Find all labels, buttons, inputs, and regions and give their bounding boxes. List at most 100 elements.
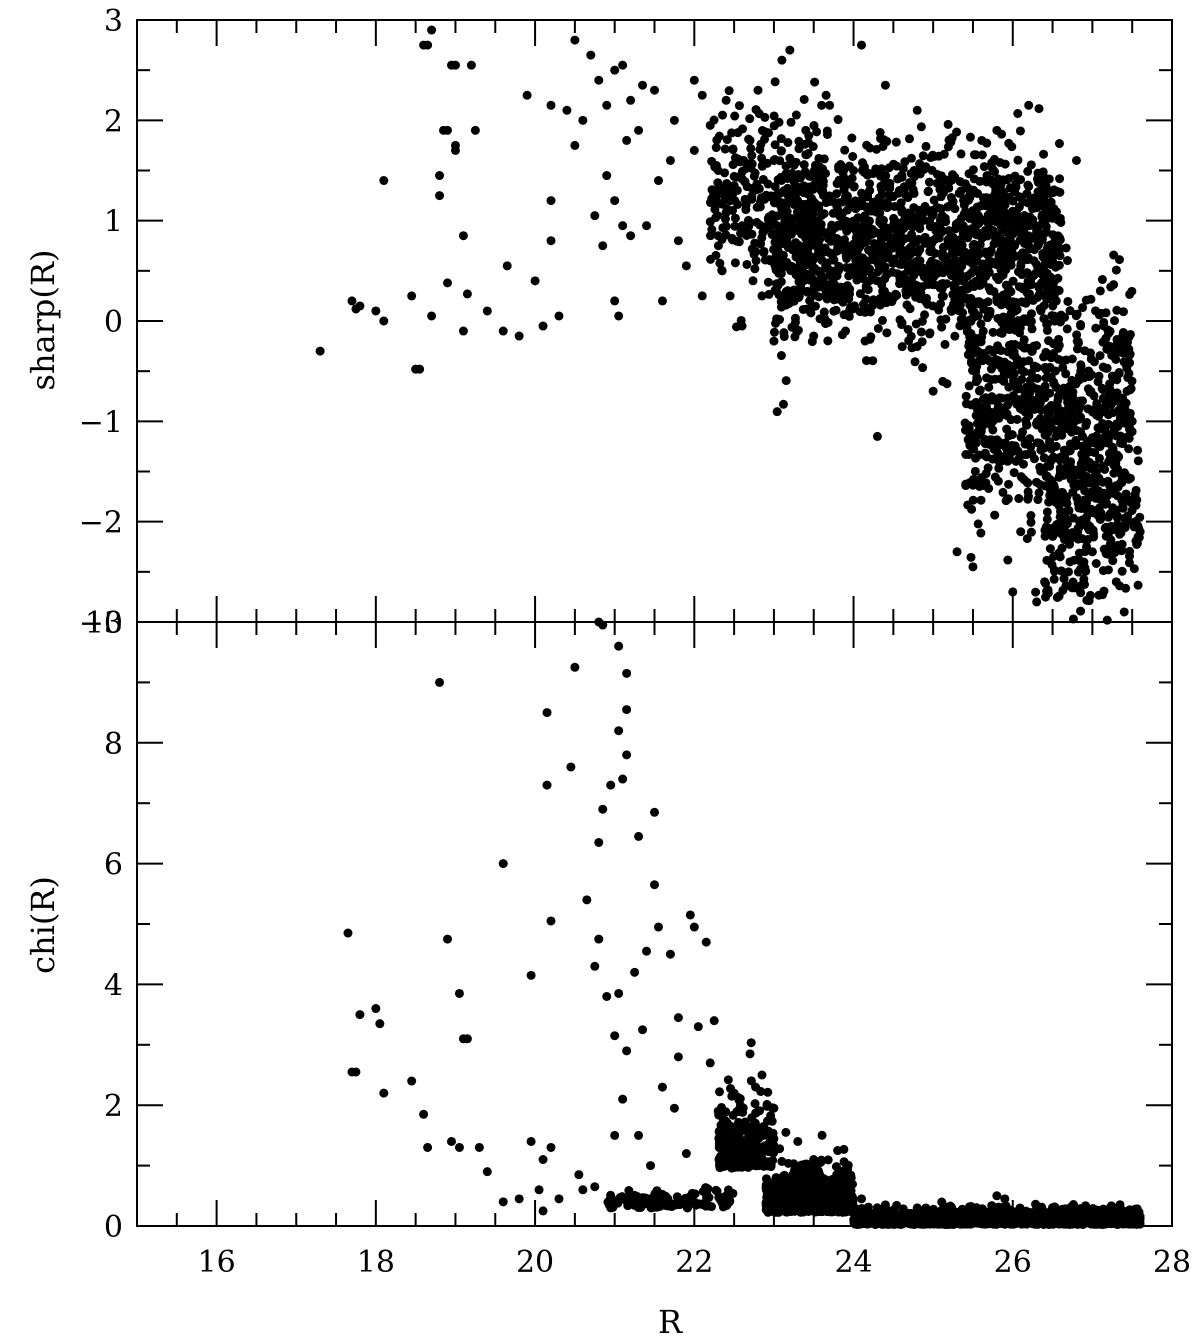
data-point xyxy=(846,263,856,273)
data-point xyxy=(1098,495,1108,505)
data-point xyxy=(1024,181,1034,191)
data-point xyxy=(964,381,974,391)
data-point xyxy=(379,316,389,326)
data-point xyxy=(371,306,381,316)
data-point xyxy=(570,662,580,672)
data-point xyxy=(1022,420,1032,430)
data-point xyxy=(757,1124,767,1134)
data-point xyxy=(665,155,675,165)
data-point xyxy=(1045,544,1055,554)
data-point xyxy=(751,1147,761,1157)
data-point xyxy=(673,1013,683,1023)
data-point xyxy=(769,111,779,121)
data-point xyxy=(1114,255,1124,265)
data-point xyxy=(981,272,991,282)
data-point xyxy=(764,255,774,265)
data-point xyxy=(1007,430,1017,440)
data-point xyxy=(968,495,978,505)
data-point xyxy=(992,1191,1002,1201)
data-point xyxy=(1032,224,1042,234)
data-point xyxy=(1061,355,1071,365)
data-point xyxy=(1087,370,1097,380)
data-point xyxy=(407,291,417,301)
data-point xyxy=(923,187,933,197)
data-point xyxy=(1059,574,1069,584)
data-point xyxy=(427,25,437,35)
data-point xyxy=(987,435,997,445)
data-point xyxy=(1074,503,1084,513)
data-point xyxy=(907,230,917,240)
data-point xyxy=(776,146,786,156)
data-point xyxy=(928,386,938,396)
data-point xyxy=(1009,468,1019,478)
data-point xyxy=(925,217,935,227)
data-point xyxy=(1044,174,1054,184)
data-point xyxy=(1098,337,1108,347)
data-point xyxy=(822,294,832,304)
data-point xyxy=(832,179,842,189)
data-point xyxy=(790,313,800,323)
data-point xyxy=(642,946,652,956)
data-point xyxy=(1106,521,1116,531)
data-point xyxy=(897,342,907,352)
data-point xyxy=(897,172,907,182)
data-point xyxy=(1037,278,1047,288)
data-point xyxy=(681,1149,691,1159)
data-point xyxy=(792,183,802,193)
data-point xyxy=(815,234,825,244)
data-point xyxy=(715,258,725,268)
data-point xyxy=(825,100,835,110)
data-point xyxy=(1119,607,1129,617)
data-point xyxy=(767,1188,777,1198)
data-point xyxy=(759,1141,769,1151)
data-point xyxy=(1034,104,1044,114)
data-point xyxy=(729,1137,739,1147)
data-point xyxy=(844,1185,854,1195)
data-point xyxy=(904,284,914,294)
data-point xyxy=(883,199,893,209)
data-point xyxy=(1118,503,1128,513)
data-point xyxy=(379,1088,389,1098)
data-point xyxy=(756,139,766,149)
data-point xyxy=(995,194,1005,204)
data-point xyxy=(642,221,652,231)
data-point xyxy=(836,295,846,305)
data-point xyxy=(707,194,717,204)
data-point xyxy=(784,214,794,224)
data-point xyxy=(1081,475,1091,485)
data-point xyxy=(1084,521,1094,531)
data-point xyxy=(1017,249,1027,259)
data-point xyxy=(796,264,806,274)
data-point xyxy=(435,171,445,181)
data-point xyxy=(466,60,476,70)
data-point xyxy=(943,119,953,129)
data-point xyxy=(765,1200,775,1210)
data-point xyxy=(1059,383,1069,393)
data-point xyxy=(718,110,728,120)
x-tick-label: 22 xyxy=(675,1245,713,1280)
data-point xyxy=(347,296,357,306)
data-point xyxy=(987,158,997,168)
data-point xyxy=(626,231,636,241)
data-point xyxy=(764,223,774,233)
data-point xyxy=(1109,460,1119,470)
data-point xyxy=(707,225,717,235)
data-point xyxy=(995,157,1005,167)
data-point xyxy=(861,281,871,291)
data-point xyxy=(1037,181,1047,191)
data-point xyxy=(1080,486,1090,496)
data-point xyxy=(971,150,981,160)
data-point xyxy=(735,1125,745,1135)
y-tick-label: 6 xyxy=(104,848,123,883)
data-point xyxy=(482,306,492,316)
data-point xyxy=(1081,447,1091,457)
data-point xyxy=(650,807,659,817)
data-point xyxy=(721,1155,731,1165)
data-point xyxy=(1075,427,1085,437)
data-point xyxy=(937,171,947,181)
data-point xyxy=(1127,505,1137,515)
y-tick-label: 4 xyxy=(104,968,123,1003)
data-point xyxy=(984,382,994,392)
data-point xyxy=(805,275,815,285)
data-point xyxy=(827,220,837,230)
